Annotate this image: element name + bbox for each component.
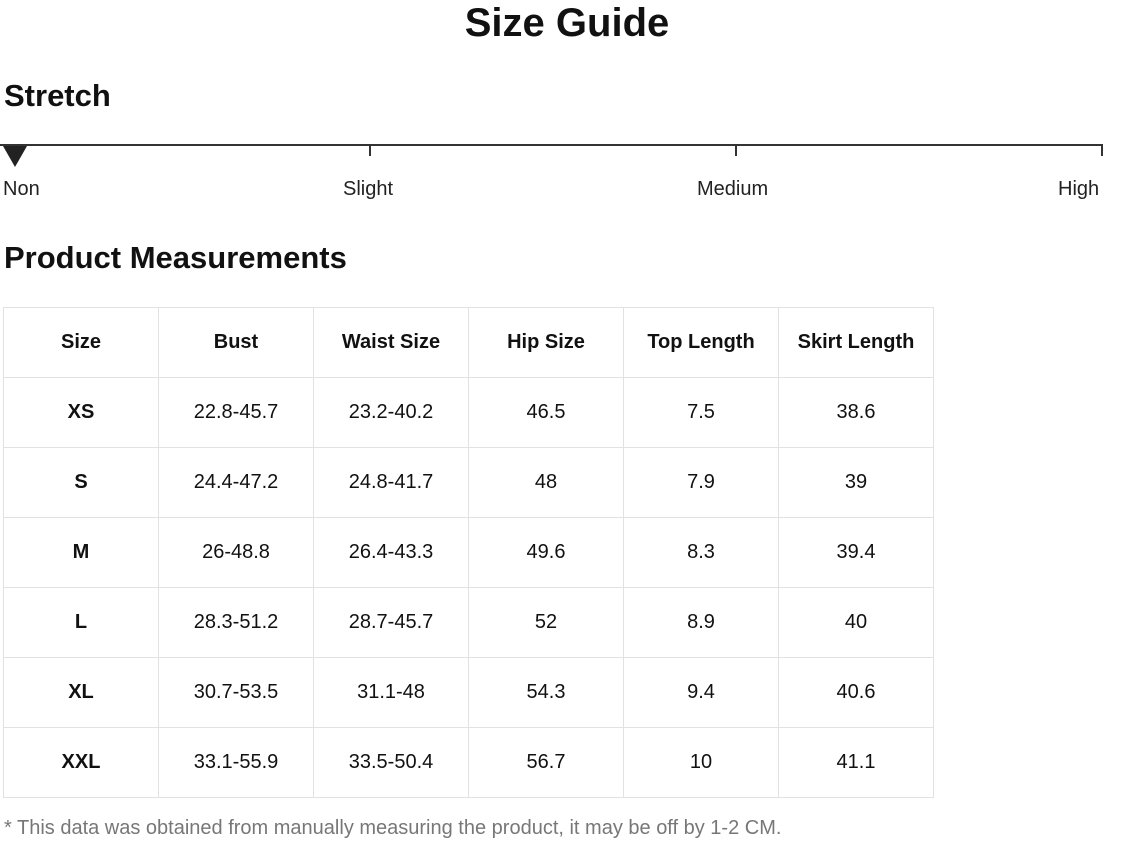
page-title: Size Guide <box>464 1 670 45</box>
value-cell: 31.1-48 <box>313 657 469 728</box>
stretch-label-medium: Medium <box>697 178 769 200</box>
value-cell: 8.3 <box>623 517 779 588</box>
column-header: Size <box>3 307 159 378</box>
value-cell: 40.6 <box>778 657 934 728</box>
value-cell: 48 <box>468 447 624 518</box>
column-header: Waist Size <box>313 307 469 378</box>
value-cell: 23.2-40.2 <box>313 377 469 448</box>
value-cell: 54.3 <box>468 657 624 728</box>
table-header-row: Size Bust Waist Size Hip Size Top Length Skir… <box>3 307 934 378</box>
value-cell: 10 <box>623 727 779 798</box>
column-header: Hip Size <box>468 307 624 378</box>
value-cell: 40 <box>778 587 934 658</box>
table-row: M 26-48.8 26.4-43.3 49.6 8.3 39.4 <box>3 517 934 588</box>
size-cell: L <box>3 587 159 658</box>
size-cell: XS <box>3 377 159 448</box>
table-row: XL 30.7-53.5 31.1-48 54.3 9.4 40.6 <box>3 657 934 728</box>
value-cell: 52 <box>468 587 624 658</box>
column-header: Bust <box>158 307 314 378</box>
value-cell: 24.4-47.2 <box>158 447 314 518</box>
stretch-heading: Stretch <box>4 78 111 113</box>
measurements-heading: Product Measurements <box>4 240 347 275</box>
value-cell: 7.9 <box>623 447 779 518</box>
value-cell: 49.6 <box>468 517 624 588</box>
value-cell: 24.8-41.7 <box>313 447 469 518</box>
stretch-tick <box>369 144 371 156</box>
stretch-label-non: Non <box>3 178 40 200</box>
value-cell: 26.4-43.3 <box>313 517 469 588</box>
value-cell: 9.4 <box>623 657 779 728</box>
value-cell: 7.5 <box>623 377 779 448</box>
stretch-label-high: High <box>1058 178 1100 200</box>
table-row: XS 22.8-45.7 23.2-40.2 46.5 7.5 38.6 <box>3 377 934 448</box>
value-cell: 56.7 <box>468 727 624 798</box>
footnote: * This data was obtained from manually m… <box>4 817 782 839</box>
stretch-label-slight: Slight <box>343 178 394 200</box>
value-cell: 28.3-51.2 <box>158 587 314 658</box>
value-cell: 39 <box>778 447 934 518</box>
value-cell: 41.1 <box>778 727 934 798</box>
value-cell: 8.9 <box>623 587 779 658</box>
table-row: L 28.3-51.2 28.7-45.7 52 8.9 40 <box>3 587 934 658</box>
value-cell: 22.8-45.7 <box>158 377 314 448</box>
value-cell: 33.1-55.9 <box>158 727 314 798</box>
value-cell: 28.7-45.7 <box>313 587 469 658</box>
stretch-line <box>0 144 1103 146</box>
column-header: Top Length <box>623 307 779 378</box>
stretch-tick <box>1101 144 1103 156</box>
value-cell: 33.5-50.4 <box>313 727 469 798</box>
table-row: XXL 33.1-55.9 33.5-50.4 56.7 10 41.1 <box>3 727 934 798</box>
value-cell: 30.7-53.5 <box>158 657 314 728</box>
size-cell: XXL <box>3 727 159 798</box>
table-row: S 24.4-47.2 24.8-41.7 48 7.9 39 <box>3 447 934 518</box>
value-cell: 39.4 <box>778 517 934 588</box>
stretch-marker-icon <box>3 146 27 167</box>
size-cell: M <box>3 517 159 588</box>
value-cell: 26-48.8 <box>158 517 314 588</box>
size-cell: S <box>3 447 159 518</box>
column-header: Skirt Length <box>778 307 934 378</box>
measurements-table: Size Bust Waist Size Hip Size Top Length Skir… <box>3 307 934 798</box>
stretch-tick <box>735 144 737 156</box>
size-cell: XL <box>3 657 159 728</box>
value-cell: 46.5 <box>468 377 624 448</box>
value-cell: 38.6 <box>778 377 934 448</box>
